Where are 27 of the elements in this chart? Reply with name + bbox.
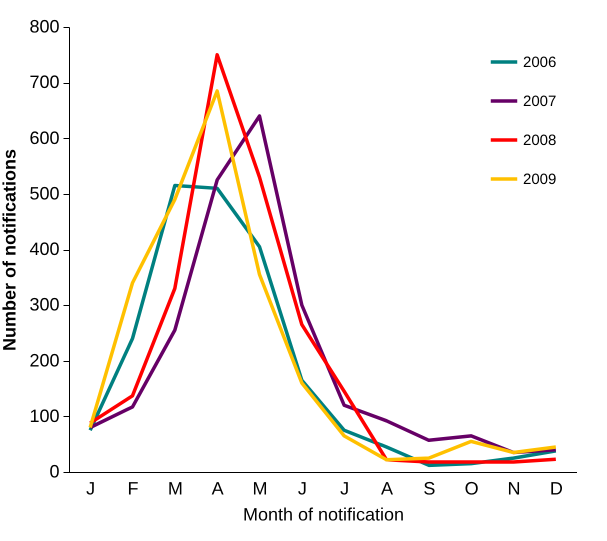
- legend-label: 2006: [523, 54, 556, 71]
- x-tick-label: S: [423, 478, 436, 498]
- legend-label: 2008: [523, 132, 556, 149]
- y-tick-label: 800: [29, 16, 60, 36]
- y-tick-label: 600: [29, 128, 60, 148]
- legend-label: 2007: [523, 93, 556, 110]
- y-tick-label: 200: [29, 350, 60, 370]
- x-tick-label: D: [550, 478, 563, 498]
- y-tick-label: 700: [29, 72, 60, 92]
- x-tick-label: O: [464, 478, 479, 498]
- y-axis-title: Number of notifications: [0, 149, 20, 351]
- x-axis-title: Month of notification: [242, 504, 404, 524]
- x-tick-label: J: [86, 478, 96, 498]
- y-tick-label: 0: [49, 462, 60, 482]
- x-tick-label: N: [508, 478, 520, 498]
- x-tick-label: F: [128, 478, 138, 498]
- x-tick-label: J: [298, 478, 307, 498]
- x-tick-label: J: [340, 478, 350, 498]
- y-tick-label: 400: [29, 239, 60, 259]
- y-tick-label: 100: [29, 406, 60, 426]
- y-tick-label: 300: [29, 294, 60, 315]
- y-tick-label: 500: [29, 183, 60, 204]
- x-tick-label: M: [252, 478, 268, 498]
- legend-label: 2009: [523, 171, 556, 188]
- x-tick-label: A: [212, 478, 224, 498]
- x-tick-label: M: [168, 478, 183, 498]
- x-tick-label: A: [380, 478, 394, 498]
